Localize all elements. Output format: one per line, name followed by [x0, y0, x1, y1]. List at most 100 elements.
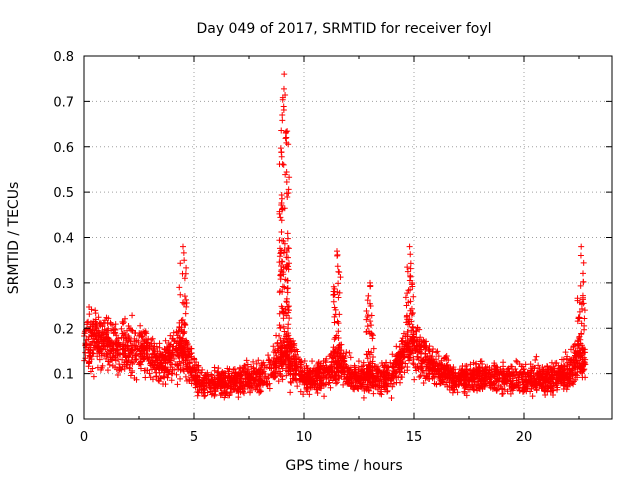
data-point [135, 345, 142, 352]
data-point [297, 364, 304, 371]
data-point [265, 352, 272, 359]
data-point [246, 389, 253, 396]
data-point [277, 354, 284, 361]
data-point [504, 372, 511, 379]
data-point [129, 354, 136, 361]
data-point [123, 336, 130, 343]
data-point [226, 373, 233, 380]
data-point [159, 365, 166, 372]
data-point [331, 371, 338, 378]
data-point [119, 363, 126, 370]
data-point [119, 356, 126, 363]
data-point [509, 381, 516, 388]
data-point [369, 358, 376, 365]
data-point [402, 294, 409, 301]
data-point [177, 334, 184, 341]
data-point [146, 370, 153, 377]
data-point [580, 259, 587, 266]
data-point [363, 307, 370, 314]
data-point [334, 288, 341, 295]
data-point [553, 371, 560, 378]
data-point [128, 342, 135, 349]
data-point [389, 383, 396, 390]
data-point [153, 373, 160, 380]
data-point [285, 141, 292, 148]
data-point [336, 311, 343, 318]
data-point [580, 270, 587, 277]
data-point [335, 320, 342, 327]
data-point [454, 389, 461, 396]
data-point [283, 299, 290, 306]
data-point [580, 279, 587, 286]
data-point [275, 378, 282, 385]
data-point [480, 376, 487, 383]
data-point [365, 292, 372, 299]
data-point [282, 92, 289, 99]
data-point [558, 356, 565, 363]
data-point [280, 85, 287, 92]
data-point [409, 324, 416, 331]
data-point [378, 369, 385, 376]
data-point [112, 354, 119, 361]
data-point [322, 372, 329, 379]
data-point [330, 291, 337, 298]
data-point [425, 346, 432, 353]
data-point [279, 96, 286, 103]
data-point [442, 364, 449, 371]
data-point [365, 312, 372, 319]
chart-title: Day 049 of 2017, SRMTID for receiver foy… [196, 21, 491, 37]
data-point [195, 367, 202, 374]
data-point [509, 368, 516, 375]
data-point [124, 327, 131, 334]
data-point [219, 390, 226, 397]
data-point [380, 372, 387, 379]
data-point [521, 369, 528, 376]
data-point [280, 161, 287, 168]
data-point [416, 326, 423, 333]
data-point [351, 373, 358, 380]
data-point [321, 393, 328, 400]
data-point [171, 355, 178, 362]
data-point [470, 366, 477, 373]
y-tick-label: 0.7 [53, 95, 74, 110]
data-point [86, 304, 93, 311]
data-point [581, 307, 588, 314]
data-point [279, 283, 286, 290]
data-point [367, 318, 374, 325]
data-point [108, 321, 115, 328]
data-point [562, 382, 569, 389]
data-point [491, 373, 498, 380]
data-point [237, 372, 244, 379]
data-point [322, 381, 329, 388]
data-point [120, 329, 127, 336]
data-point [257, 382, 264, 389]
data-point [104, 367, 111, 374]
data-point [297, 358, 304, 365]
data-point [335, 280, 342, 287]
data-point [338, 359, 345, 366]
data-point [273, 332, 280, 339]
data-point [242, 378, 249, 385]
data-point [401, 369, 408, 376]
data-point [337, 341, 344, 348]
data-point [287, 378, 294, 385]
data-point [451, 386, 458, 393]
data-point [487, 379, 494, 386]
data-point [347, 383, 354, 390]
data-point [127, 350, 134, 357]
data-point [363, 316, 370, 323]
data-point [406, 243, 413, 250]
data-point [138, 354, 145, 361]
data-point [543, 379, 550, 386]
data-point [162, 337, 169, 344]
data-point [276, 322, 283, 329]
data-point [404, 268, 411, 275]
data-point [282, 135, 289, 142]
data-point [282, 305, 289, 312]
data-point [89, 365, 96, 372]
data-point [576, 308, 583, 315]
data-point [333, 332, 340, 339]
data-point [346, 380, 353, 387]
data-points [81, 71, 589, 402]
data-point [578, 330, 585, 337]
